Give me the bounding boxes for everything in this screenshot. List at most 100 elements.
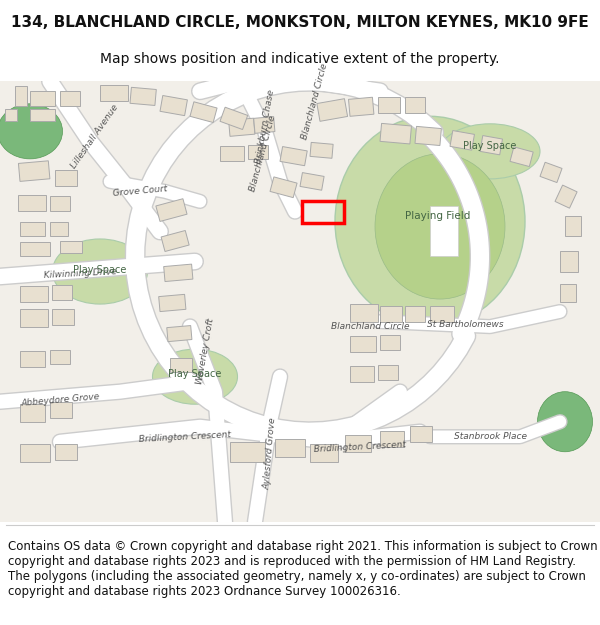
Bar [300, 173, 324, 190]
Ellipse shape [335, 116, 525, 327]
Text: Blanchland Circle: Blanchland Circle [248, 114, 278, 192]
Text: Blanchland Circle: Blanchland Circle [331, 322, 409, 331]
Ellipse shape [53, 239, 148, 304]
Bar [380, 431, 404, 447]
Bar [450, 131, 475, 150]
Text: Play Space: Play Space [463, 141, 517, 151]
Text: Brinkburn Chase: Brinkburn Chase [254, 89, 276, 164]
Bar [560, 251, 578, 271]
Bar [220, 107, 248, 129]
Bar [275, 439, 305, 457]
Bar [480, 136, 502, 155]
Bar [229, 118, 255, 136]
Bar [30, 109, 55, 121]
Bar [30, 91, 55, 106]
Bar [20, 444, 50, 462]
Text: Bridlington Crescent: Bridlington Crescent [314, 440, 406, 454]
Bar [20, 242, 50, 256]
Bar [20, 351, 45, 367]
Text: Waverley Croft: Waverley Croft [195, 318, 215, 386]
Text: Grove Court: Grove Court [112, 184, 167, 198]
Bar [52, 309, 74, 324]
Bar [161, 231, 189, 251]
Text: Stanbrook Place: Stanbrook Place [454, 432, 527, 441]
Bar [270, 177, 297, 198]
Text: Play Space: Play Space [73, 264, 127, 274]
Bar [60, 241, 82, 254]
Bar [310, 444, 338, 462]
Bar [510, 147, 533, 166]
Bar [15, 86, 27, 106]
Bar [52, 284, 72, 299]
Bar [158, 294, 186, 312]
Bar [378, 98, 400, 113]
Bar [160, 96, 187, 116]
Bar [19, 161, 50, 181]
Bar [415, 126, 442, 146]
Text: Playing Field: Playing Field [406, 211, 470, 221]
Bar [280, 147, 307, 166]
Ellipse shape [440, 124, 540, 179]
Bar [380, 123, 412, 144]
Bar [100, 85, 128, 101]
Bar [55, 171, 77, 186]
Bar [170, 357, 192, 372]
Bar [302, 201, 344, 224]
Bar [60, 91, 80, 106]
Ellipse shape [375, 154, 505, 299]
Bar [254, 117, 275, 133]
Bar [310, 142, 333, 158]
Bar [156, 199, 187, 221]
Text: Kilwinning Drive: Kilwinning Drive [43, 267, 117, 280]
Bar [20, 286, 48, 301]
Ellipse shape [152, 349, 238, 404]
Text: 134, BLANCHLAND CIRCLE, MONKSTON, MILTON KEYNES, MK10 9FE: 134, BLANCHLAND CIRCLE, MONKSTON, MILTON… [11, 15, 589, 30]
Bar [50, 196, 70, 211]
Text: Bridlington Crescent: Bridlington Crescent [139, 430, 231, 444]
Bar [405, 98, 425, 113]
Bar [164, 264, 193, 281]
Bar [190, 102, 217, 122]
Bar [167, 326, 192, 342]
Text: Blanchland Circle: Blanchland Circle [301, 62, 329, 141]
Bar [317, 99, 347, 121]
Bar [18, 196, 46, 211]
Bar [540, 162, 562, 182]
Bar [50, 402, 72, 418]
Bar [230, 442, 265, 462]
Bar [220, 146, 244, 161]
Text: St Bartholomews: St Bartholomews [427, 320, 503, 329]
Text: Lilleshall Avenue: Lilleshall Avenue [70, 102, 121, 170]
Bar [405, 306, 425, 322]
Bar [130, 88, 156, 106]
Bar [350, 336, 376, 352]
Bar [55, 444, 77, 460]
Bar [345, 435, 371, 452]
Bar [555, 185, 577, 208]
Bar [430, 206, 458, 256]
Bar [20, 404, 45, 422]
Bar [565, 216, 581, 236]
Text: Aylesford Grove: Aylesford Grove [262, 418, 278, 490]
Bar [350, 366, 374, 382]
Text: Map shows position and indicative extent of the property.: Map shows position and indicative extent… [100, 51, 500, 66]
Text: Contains OS data © Crown copyright and database right 2021. This information is : Contains OS data © Crown copyright and d… [8, 541, 598, 599]
Ellipse shape [0, 104, 62, 159]
Bar [50, 349, 70, 364]
Bar [248, 146, 268, 159]
Bar [560, 284, 576, 301]
Text: Abbeydore Grove: Abbeydore Grove [20, 392, 100, 408]
Bar [410, 426, 432, 442]
Bar [430, 306, 454, 322]
Bar [20, 222, 45, 236]
Bar [20, 309, 48, 327]
Bar [380, 306, 402, 322]
Bar [50, 222, 68, 236]
Ellipse shape [538, 392, 593, 452]
Bar [5, 109, 17, 121]
Text: Play Space: Play Space [169, 369, 221, 379]
Bar [349, 98, 374, 116]
Bar [350, 304, 378, 322]
Bar [380, 334, 400, 349]
Bar [378, 364, 398, 379]
